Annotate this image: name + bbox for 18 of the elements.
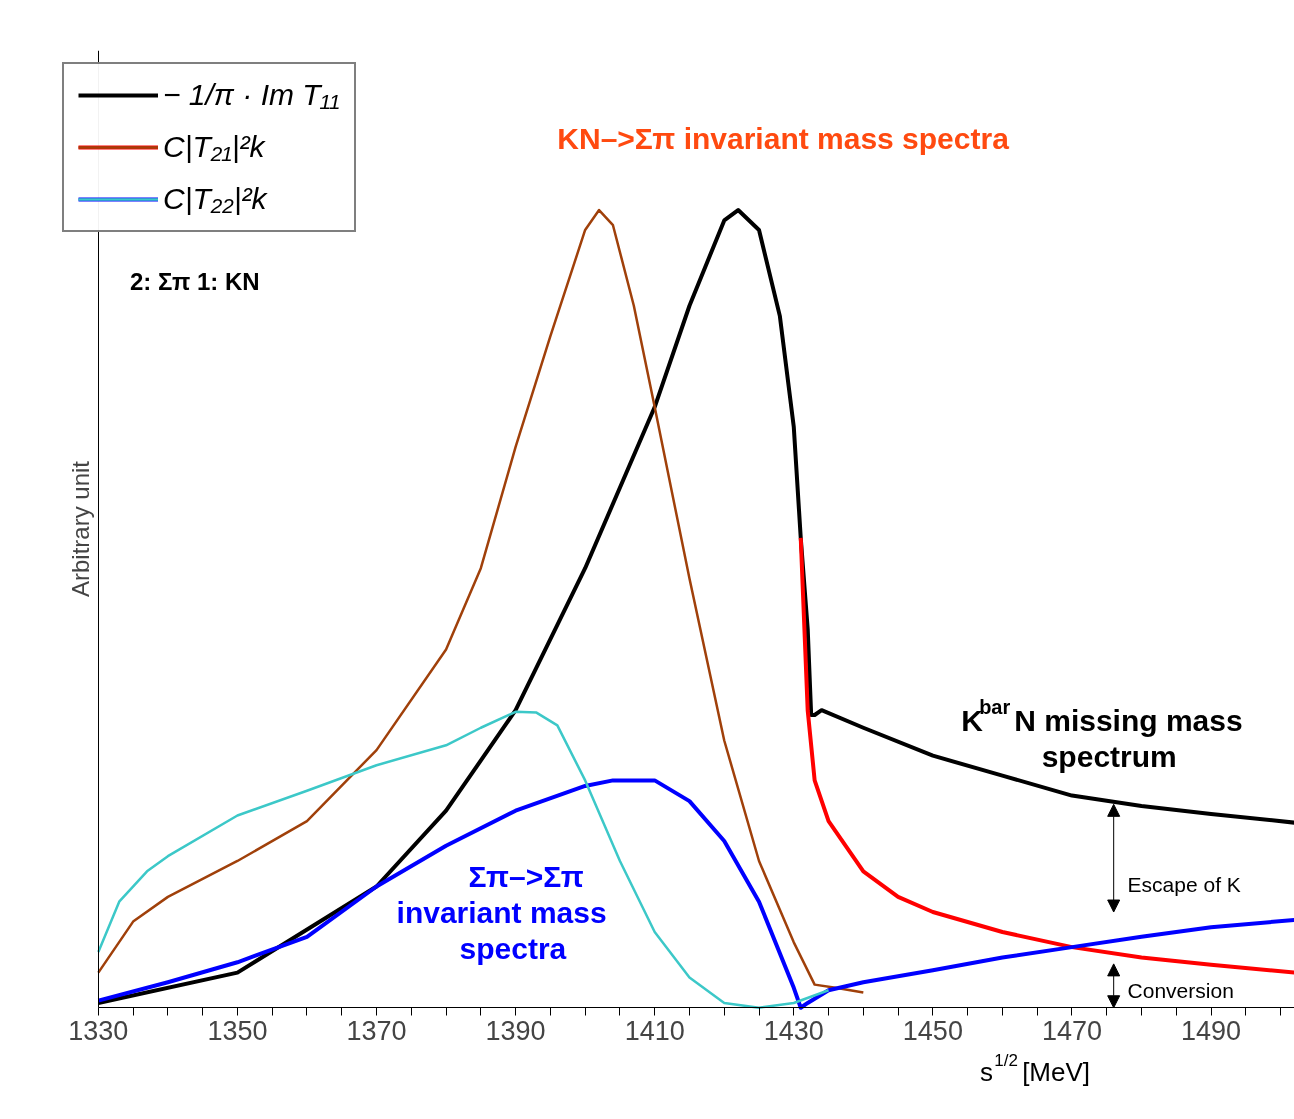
annotation: Σπ–>Σπ invariant mass spectra	[396, 859, 607, 965]
y-axis-title: Arbitrary unit	[66, 460, 94, 598]
legend-label: C|T₂₁|²k	[163, 130, 265, 164]
x-tick-label: 1450	[902, 1015, 963, 1046]
x-tick-label: 1410	[624, 1015, 685, 1046]
x-tick-label: 1490	[1181, 1015, 1242, 1046]
legend-label: C|T₂₂|²k	[163, 182, 267, 216]
x-tick-label: 1390	[485, 1015, 546, 1046]
x-tick-label: 1350	[207, 1015, 268, 1046]
x-tick-label: 1330	[68, 1015, 129, 1046]
annotation: 2: Σπ 1: KN	[129, 268, 260, 296]
text: KN–>Σπ invariant mass spectra	[557, 121, 1010, 155]
x-tick-label: 1370	[346, 1015, 407, 1046]
annotation: Escape of K	[1127, 872, 1241, 896]
annotation: Conversion	[1127, 978, 1234, 1002]
x-tick-label: 1430	[763, 1015, 824, 1046]
x-tick-label: 1470	[1041, 1015, 1103, 1046]
legend-label: − 1/π · Im T₁₁	[163, 78, 340, 112]
